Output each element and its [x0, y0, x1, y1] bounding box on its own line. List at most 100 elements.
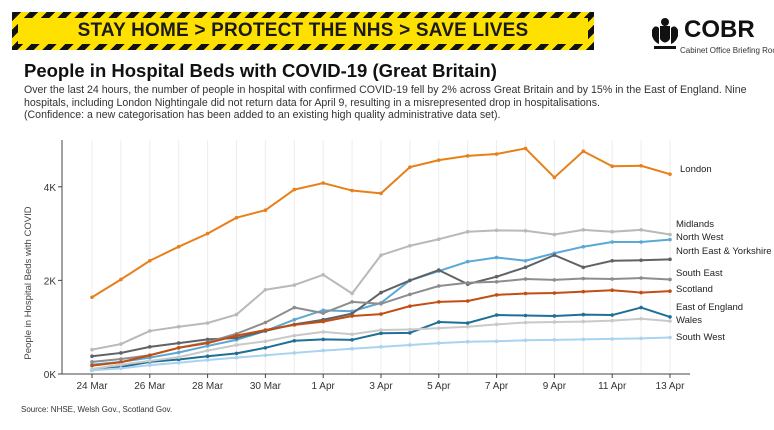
x-tick-label: 26 Mar [134, 381, 166, 392]
data-point [205, 358, 210, 362]
data-point [494, 274, 499, 279]
data-point [379, 253, 383, 257]
data-point [437, 158, 441, 162]
data-point [148, 258, 152, 263]
data-point [494, 293, 499, 297]
series-label: East of England [676, 302, 743, 313]
x-tick-label: 1 Apr [312, 381, 336, 392]
data-point [234, 215, 239, 220]
data-point [465, 259, 470, 264]
data-point [610, 288, 614, 293]
data-point [581, 265, 586, 270]
data-point [263, 345, 268, 350]
series-label: North West [676, 232, 724, 243]
series-label: Wales [676, 315, 702, 326]
data-point [90, 368, 94, 373]
data-point [610, 240, 614, 244]
data-point [292, 317, 297, 322]
data-point [552, 232, 557, 237]
data-point [176, 345, 181, 350]
data-point [437, 320, 441, 324]
data-point [408, 165, 412, 169]
series-label: London [680, 164, 712, 175]
data-point [234, 333, 239, 338]
data-point [321, 311, 326, 315]
data-point [523, 277, 528, 281]
data-point [408, 331, 412, 335]
data-point [639, 290, 643, 295]
data-point [321, 319, 326, 324]
data-point [610, 229, 614, 234]
x-tick-label: 24 Mar [76, 381, 108, 392]
data-point [205, 354, 210, 359]
source-note: Source: NHSE, Welsh Gov., Scotland Gov. [21, 405, 173, 414]
data-point [581, 337, 586, 342]
data-point [437, 326, 441, 330]
royal-coat-of-arms-icon [652, 18, 678, 49]
data-point [639, 258, 643, 263]
data-point [494, 280, 499, 284]
data-point [465, 229, 470, 234]
data-point [176, 324, 181, 329]
data-point [292, 333, 297, 338]
description-line: Over the last 24 hours, the number of pe… [24, 84, 747, 96]
data-point [465, 324, 470, 329]
data-point [379, 345, 383, 349]
data-point [234, 351, 239, 356]
data-point [321, 330, 326, 334]
data-point [350, 338, 354, 342]
data-point [408, 278, 412, 283]
y-tick-label: 0K [44, 370, 57, 381]
data-point [639, 316, 643, 321]
data-point [263, 208, 268, 212]
data-point [494, 339, 499, 344]
data-point [379, 290, 383, 295]
data-point [292, 283, 297, 287]
data-point [263, 287, 268, 292]
data-point [379, 302, 383, 306]
data-point [639, 276, 643, 280]
data-point [205, 231, 210, 236]
data-point [408, 304, 412, 308]
data-point [639, 163, 643, 168]
data-point [437, 237, 441, 242]
data-point [552, 320, 557, 324]
data-point [148, 345, 152, 349]
data-point [552, 314, 557, 318]
data-point [668, 257, 672, 262]
data-point [610, 318, 614, 323]
data-point [350, 314, 354, 318]
data-point [176, 341, 181, 345]
data-point [90, 354, 94, 359]
data-point [292, 338, 297, 343]
y-axis-title: People in Hospital Beds with COVID [23, 206, 34, 359]
x-tick-label: 28 Mar [192, 381, 224, 392]
data-point [205, 348, 210, 353]
data-point [292, 351, 297, 355]
description: Over the last 24 hours, the number of pe… [24, 84, 764, 122]
data-point [494, 313, 499, 317]
data-point [119, 362, 123, 367]
description-line: (Confidence: a new categorisation has be… [24, 109, 501, 122]
series-label: South West [676, 332, 725, 343]
data-point [523, 291, 528, 296]
brand-subtitle: Cabinet Office Briefing Rooms [680, 46, 774, 55]
y-tick-label: 4K [44, 183, 57, 194]
data-point [639, 336, 643, 341]
data-point [639, 240, 643, 244]
data-point [494, 228, 499, 233]
data-point [205, 341, 210, 345]
data-point [119, 277, 123, 282]
data-point [176, 360, 181, 365]
data-point [668, 237, 672, 242]
data-point [581, 319, 586, 324]
data-point [639, 228, 643, 232]
data-point [350, 291, 354, 296]
data-point [379, 331, 383, 336]
data-point [263, 339, 268, 344]
data-point [552, 175, 557, 180]
y-tick-label: 2K [44, 276, 57, 287]
data-point [639, 305, 643, 310]
data-point [581, 228, 586, 232]
data-point [610, 277, 614, 281]
